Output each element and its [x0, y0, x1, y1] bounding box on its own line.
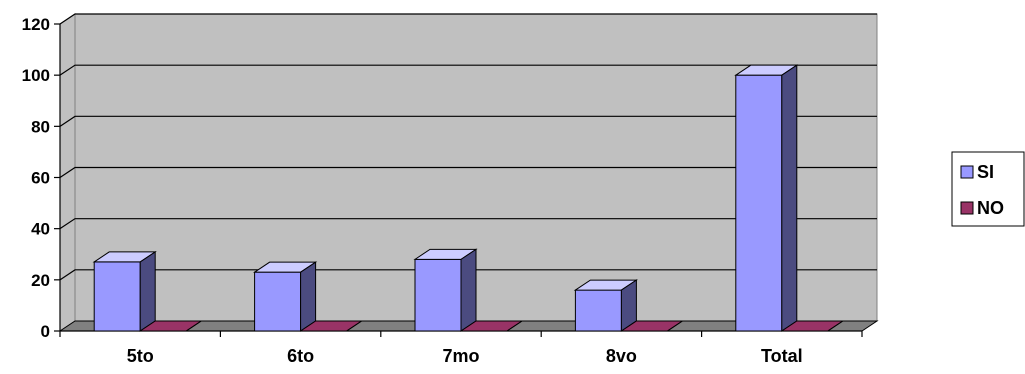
- legend-label-no: NO: [977, 198, 1004, 218]
- x-tick-label: 5to: [127, 346, 154, 366]
- bar-si-side: [461, 249, 476, 331]
- y-tick-label: 60: [31, 169, 50, 188]
- y-tick-label: 80: [31, 117, 50, 136]
- legend-swatch-no: [961, 202, 973, 214]
- x-axis-ticks: 5to 6to 7mo 8vo Total: [127, 346, 803, 366]
- y-tick-label: 40: [31, 220, 50, 239]
- bar-si-front: [736, 75, 782, 331]
- x-tick-label: 8vo: [606, 346, 637, 366]
- bar-si-side: [140, 252, 155, 331]
- y-tick-label: 20: [31, 271, 50, 290]
- bar-si-front: [94, 262, 140, 331]
- y-tick-label: 100: [22, 66, 50, 85]
- x-tick-label: Total: [761, 346, 803, 366]
- bar-si-side: [301, 262, 316, 331]
- legend: SI NO: [952, 152, 1024, 226]
- x-tick-label: 7mo: [442, 346, 479, 366]
- y-tick-label: 0: [41, 322, 50, 341]
- bar-si-side: [782, 65, 797, 331]
- y-axis-ticks: 0 20 40 60 80 100 120: [22, 15, 50, 341]
- y-tick-label: 120: [22, 15, 50, 34]
- bar-si-front: [575, 290, 621, 331]
- legend-label-si: SI: [977, 162, 994, 182]
- legend-swatch-si: [961, 166, 973, 178]
- bar-si-front: [415, 259, 461, 331]
- bar-si-front: [255, 272, 301, 331]
- x-tick-label: 6to: [287, 346, 314, 366]
